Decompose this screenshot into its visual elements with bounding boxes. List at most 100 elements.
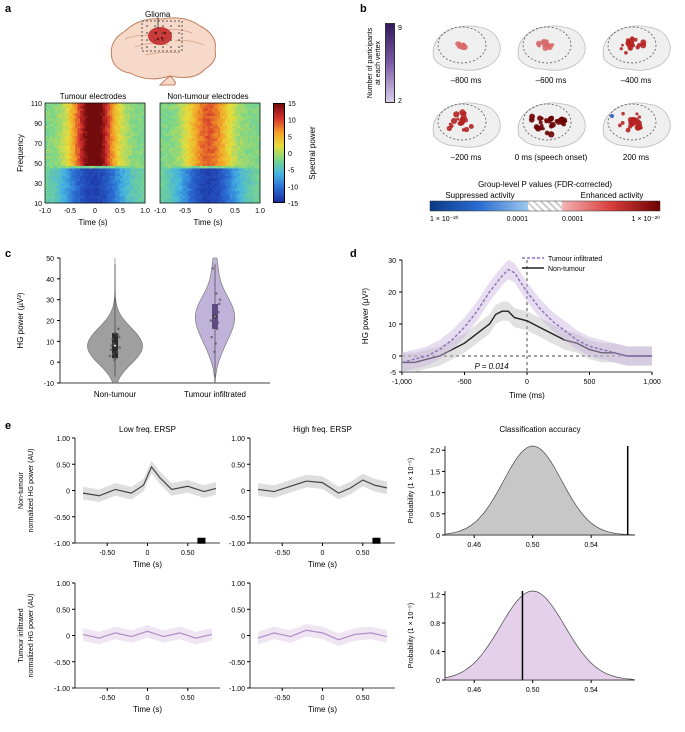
panel-d-label: d xyxy=(350,248,357,260)
tumour-title: Tumour electrodes xyxy=(60,92,126,101)
svg-text:–800 ms: –800 ms xyxy=(451,76,482,85)
svg-text:-1.00: -1.00 xyxy=(54,541,70,548)
panel-b-label: b xyxy=(360,3,367,15)
svg-text:1.00: 1.00 xyxy=(56,436,70,443)
svg-text:Tumour infiltrated: Tumour infiltrated xyxy=(18,608,25,662)
svg-text:15: 15 xyxy=(288,101,296,108)
svg-text:30: 30 xyxy=(34,181,42,188)
svg-text:Probability (1 × 10⁻⁵): Probability (1 × 10⁻⁵) xyxy=(408,458,415,524)
svg-text:Time (ms): Time (ms) xyxy=(509,391,545,400)
svg-text:0.50: 0.50 xyxy=(231,462,245,469)
hcb-t0: 1 × 10⁻²⁰ xyxy=(430,215,459,223)
svg-text:Time (s): Time (s) xyxy=(308,705,337,714)
svg-text:–400 ms: –400 ms xyxy=(621,76,652,85)
hcb-t2: 0.0001 xyxy=(562,216,584,223)
svg-text:Non-tumour: Non-tumour xyxy=(94,390,137,399)
svg-text:2.0: 2.0 xyxy=(430,448,440,455)
svg-text:1,000: 1,000 xyxy=(643,379,661,386)
svg-text:0: 0 xyxy=(436,678,440,685)
svg-text:0.5: 0.5 xyxy=(430,512,440,519)
svg-text:0.4: 0.4 xyxy=(430,650,440,657)
svg-text:HG power (µV²): HG power (µV²) xyxy=(361,288,370,345)
svg-text:-1,000: -1,000 xyxy=(392,379,412,386)
svg-text:0.50: 0.50 xyxy=(526,542,540,549)
svg-text:Tumour infiltrated: Tumour infiltrated xyxy=(184,390,246,399)
svg-text:P = 0.014: P = 0.014 xyxy=(475,362,510,371)
svg-text:-1.00: -1.00 xyxy=(229,686,245,693)
svg-text:0: 0 xyxy=(66,489,70,496)
svg-text:Tumour infiltrated: Tumour infiltrated xyxy=(548,256,602,263)
time-lab-r: Time (s) xyxy=(193,218,222,227)
svg-text:0.54: 0.54 xyxy=(584,542,598,549)
svg-text:1.00: 1.00 xyxy=(231,436,245,443)
svg-text:High freq. ERSP: High freq. ERSP xyxy=(293,425,352,434)
vcb-lab1: Number of participants xyxy=(367,27,374,98)
svg-text:-1.0: -1.0 xyxy=(39,208,51,215)
svg-text:0.8: 0.8 xyxy=(430,621,440,628)
svg-text:10: 10 xyxy=(46,339,54,346)
panel-e-label: e xyxy=(5,420,11,432)
svg-text:-0.50: -0.50 xyxy=(274,550,290,557)
svg-text:Time (s): Time (s) xyxy=(133,560,162,569)
svg-text:10: 10 xyxy=(34,201,42,208)
panel-c: c -1001020304050HG power (µV²)Non-tumour… xyxy=(5,248,305,408)
svg-text:HG power (µV²): HG power (µV²) xyxy=(16,292,25,349)
svg-text:10: 10 xyxy=(388,322,396,329)
vcb-bot: 2 xyxy=(398,98,402,105)
panel-c-label: c xyxy=(5,248,11,260)
vcb-lab2: at each vertex xyxy=(375,41,382,85)
svg-text:0.46: 0.46 xyxy=(467,542,481,549)
svg-text:90: 90 xyxy=(34,121,42,128)
svg-text:0: 0 xyxy=(146,695,150,702)
svg-text:1.0: 1.0 xyxy=(430,491,440,498)
svg-text:0.50: 0.50 xyxy=(181,550,195,557)
svg-text:1.2: 1.2 xyxy=(430,593,440,600)
svg-text:-1.00: -1.00 xyxy=(54,686,70,693)
svg-text:20: 20 xyxy=(46,319,54,326)
hcb-left: Suppressed activity xyxy=(445,191,514,200)
svg-text:normalized HG power (AU): normalized HG power (AU) xyxy=(28,448,35,532)
svg-text:50: 50 xyxy=(46,256,54,263)
svg-text:0.50: 0.50 xyxy=(56,607,70,614)
svg-text:1.0: 1.0 xyxy=(255,208,265,215)
svg-text:0.50: 0.50 xyxy=(56,462,70,469)
svg-text:0: 0 xyxy=(208,208,212,215)
svg-text:-0.50: -0.50 xyxy=(99,550,115,557)
nontumour-title: Non-tumour electrodes xyxy=(167,92,248,101)
svg-text:0.5: 0.5 xyxy=(230,208,240,215)
svg-text:0: 0 xyxy=(146,550,150,557)
svg-text:-15: -15 xyxy=(288,201,298,208)
svg-text:0.50: 0.50 xyxy=(181,695,195,702)
svg-text:Non-tumour: Non-tumour xyxy=(18,471,25,509)
svg-text:-0.5: -0.5 xyxy=(64,208,76,215)
svg-text:-500: -500 xyxy=(457,379,471,386)
svg-text:-0.50: -0.50 xyxy=(229,515,245,522)
svg-text:1.0: 1.0 xyxy=(140,208,150,215)
svg-text:70: 70 xyxy=(34,141,42,148)
svg-text:Probability (1 × 10⁻⁵): Probability (1 × 10⁻⁵) xyxy=(408,603,415,669)
svg-text:0.50: 0.50 xyxy=(356,550,370,557)
svg-text:Time (s): Time (s) xyxy=(308,560,337,569)
svg-text:30: 30 xyxy=(46,298,54,305)
spectrogram-row: Tumour electrodes Non-tumour electrodes … xyxy=(15,91,355,236)
svg-text:0: 0 xyxy=(66,634,70,641)
freq-label: Frequency xyxy=(16,134,25,172)
hcb-t1: 0.0001 xyxy=(507,216,529,223)
svg-text:0.50: 0.50 xyxy=(356,695,370,702)
svg-text:0: 0 xyxy=(321,695,325,702)
svg-text:0: 0 xyxy=(525,379,529,386)
svg-text:Classification accuracy: Classification accuracy xyxy=(499,425,580,434)
vcb-top: 9 xyxy=(398,25,402,32)
svg-text:0: 0 xyxy=(392,354,396,361)
svg-text:-10: -10 xyxy=(44,381,54,388)
svg-text:50: 50 xyxy=(34,161,42,168)
svg-text:1.00: 1.00 xyxy=(231,581,245,588)
svg-text:20: 20 xyxy=(388,290,396,297)
svg-text:-0.5: -0.5 xyxy=(179,208,191,215)
svg-text:-10: -10 xyxy=(288,184,298,191)
svg-text:0: 0 xyxy=(241,634,245,641)
svg-text:1.00: 1.00 xyxy=(56,581,70,588)
svg-text:–200 ms: –200 ms xyxy=(451,153,482,162)
svg-text:-0.50: -0.50 xyxy=(54,515,70,522)
svg-text:500: 500 xyxy=(584,379,596,386)
